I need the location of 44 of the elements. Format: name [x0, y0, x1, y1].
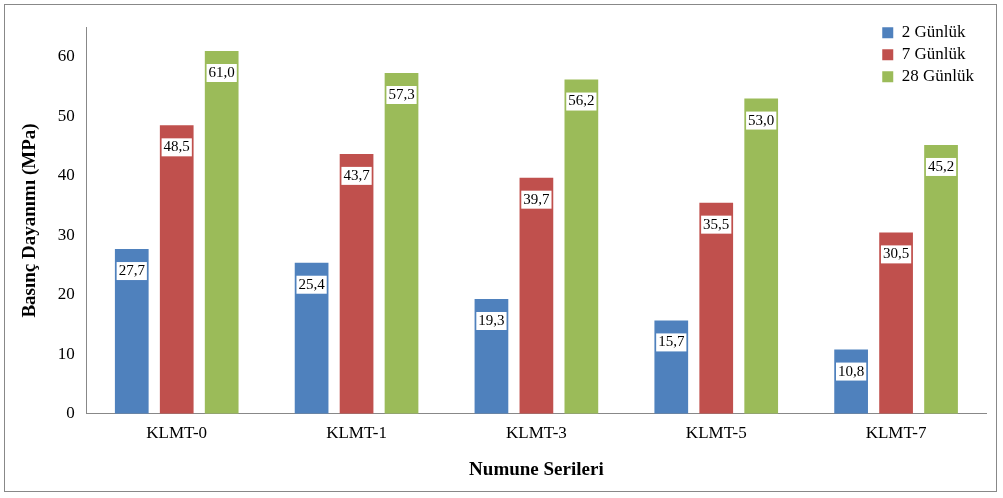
y-tick-label: 30 [57, 224, 75, 244]
data-label: 39,7 [523, 190, 551, 207]
y-tick-label: 50 [57, 105, 75, 125]
data-label: 15,7 [658, 333, 685, 350]
legend-label: 7 Günlük [901, 44, 966, 64]
bar [519, 177, 554, 414]
bar [384, 73, 419, 414]
x-axis-title: Numune Serileri [469, 457, 604, 479]
data-label: 19,3 [478, 311, 505, 328]
data-label: 25,4 [298, 275, 326, 292]
bar [744, 98, 779, 414]
bar [339, 153, 374, 414]
bar [924, 144, 958, 414]
bar [879, 232, 913, 414]
bar [564, 79, 599, 414]
bar [699, 202, 734, 414]
x-tick-label: KLMT-3 [506, 423, 567, 443]
data-label: 30,5 [882, 245, 910, 262]
bar [114, 249, 149, 414]
y-tick-label: 20 [57, 284, 75, 304]
y-tick-label: 0 [66, 403, 75, 423]
data-label: 57,3 [388, 85, 415, 102]
data-label: 61,0 [208, 63, 235, 80]
bar [204, 50, 239, 414]
x-tick-label: KLMT-0 [146, 423, 208, 443]
x-tick-label: KLMT-7 [865, 423, 927, 443]
data-label: 27,7 [118, 261, 146, 278]
x-tick-label: KLMT-5 [685, 423, 747, 443]
y-tick-label: 60 [57, 46, 75, 66]
data-label: 10,8 [837, 362, 865, 379]
data-label: 56,2 [568, 92, 595, 109]
data-label: 48,5 [163, 138, 190, 155]
x-tick-label: KLMT-1 [326, 423, 387, 443]
legend-label: 2 Günlük [901, 22, 966, 42]
y-tick-label: 40 [57, 165, 75, 185]
bar [159, 125, 194, 414]
data-label: 35,5 [703, 215, 730, 232]
y-axis-title: Basınç Dayanımı (MPa) [18, 123, 41, 318]
data-label: 53,0 [748, 111, 775, 128]
data-label: 43,7 [343, 166, 371, 183]
bar [294, 262, 329, 414]
y-tick-label: 10 [57, 343, 75, 363]
data-label: 45,2 [927, 157, 955, 174]
legend-label: 28 Günlük [901, 66, 975, 86]
